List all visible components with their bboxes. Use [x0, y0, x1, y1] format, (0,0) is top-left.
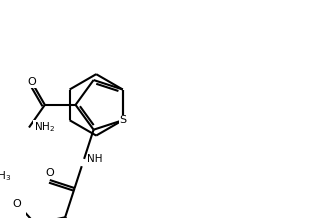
- Text: O: O: [45, 168, 54, 178]
- Text: S: S: [119, 115, 126, 125]
- Text: O: O: [28, 77, 36, 87]
- Text: NH: NH: [87, 154, 103, 164]
- Text: O: O: [13, 199, 21, 209]
- Text: NH$_2$: NH$_2$: [34, 121, 55, 134]
- Text: CH$_3$: CH$_3$: [0, 170, 11, 183]
